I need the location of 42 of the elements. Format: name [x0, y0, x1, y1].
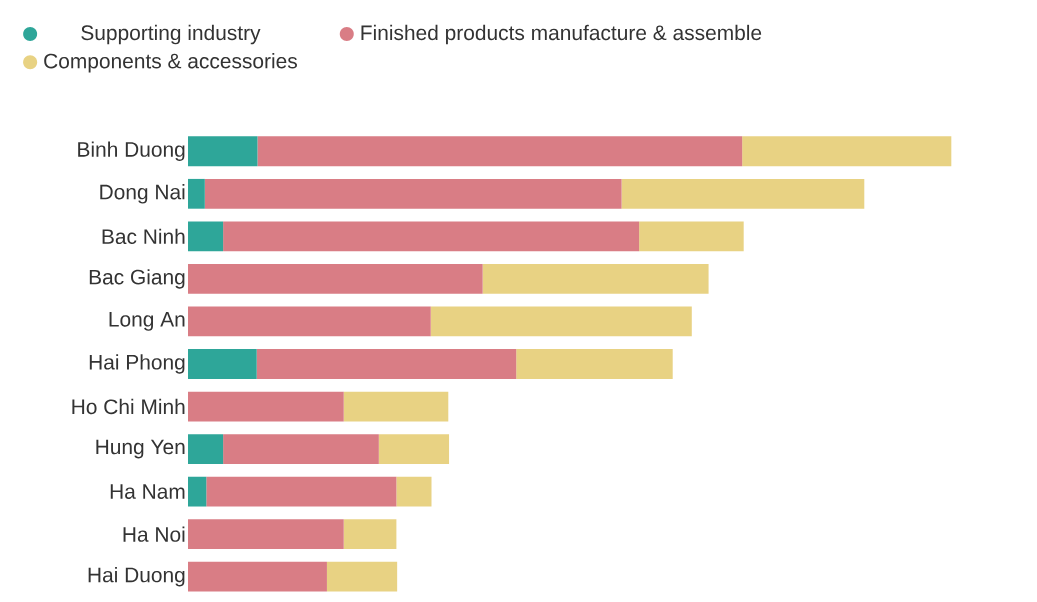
bar	[188, 519, 344, 550]
bar	[188, 306, 431, 337]
bar	[223, 434, 379, 464]
bar	[516, 349, 673, 379]
y-tick-label: Bac Ninh	[102, 228, 185, 245]
y-tick-label: Hai Duong	[88, 566, 185, 587]
y-tick-label: Hai Phong	[89, 354, 185, 374]
bar	[188, 476, 207, 507]
bar	[621, 178, 865, 209]
bar	[188, 561, 327, 592]
bar	[188, 391, 344, 422]
legend-label: Supporting industry	[81, 24, 261, 45]
y-tick-label: Ha Nam	[110, 484, 185, 499]
bar	[639, 221, 744, 252]
legend-label: Finished products manufacture & assemble	[361, 24, 762, 45]
y-tick-label: Long An	[109, 312, 185, 331]
bar	[188, 434, 224, 464]
bar	[326, 561, 398, 592]
bar	[396, 476, 432, 507]
y-tick-label: Ho Chi Minh	[72, 398, 185, 415]
bar	[188, 264, 483, 294]
bar	[188, 221, 224, 252]
y-tick-label: Bac Giang	[89, 269, 185, 289]
y-tick-label: Hung Yen	[96, 439, 185, 459]
y-tick-label: Binh Duong	[78, 141, 185, 162]
bar	[223, 221, 640, 252]
bar	[188, 349, 257, 379]
bar	[206, 476, 397, 507]
bar	[430, 306, 692, 337]
y-tick-label: Dong Nai	[100, 184, 185, 204]
bar	[378, 434, 450, 464]
bar	[256, 349, 517, 379]
bar	[482, 264, 709, 294]
bar	[257, 136, 743, 167]
bar	[188, 178, 205, 209]
bar	[742, 136, 952, 167]
y-tick-label: Ha Noi	[123, 526, 185, 542]
bar	[343, 391, 449, 422]
bar	[188, 136, 258, 167]
legend-label: Components & accessories	[44, 53, 297, 73]
bar	[343, 519, 397, 550]
bar	[204, 178, 622, 209]
